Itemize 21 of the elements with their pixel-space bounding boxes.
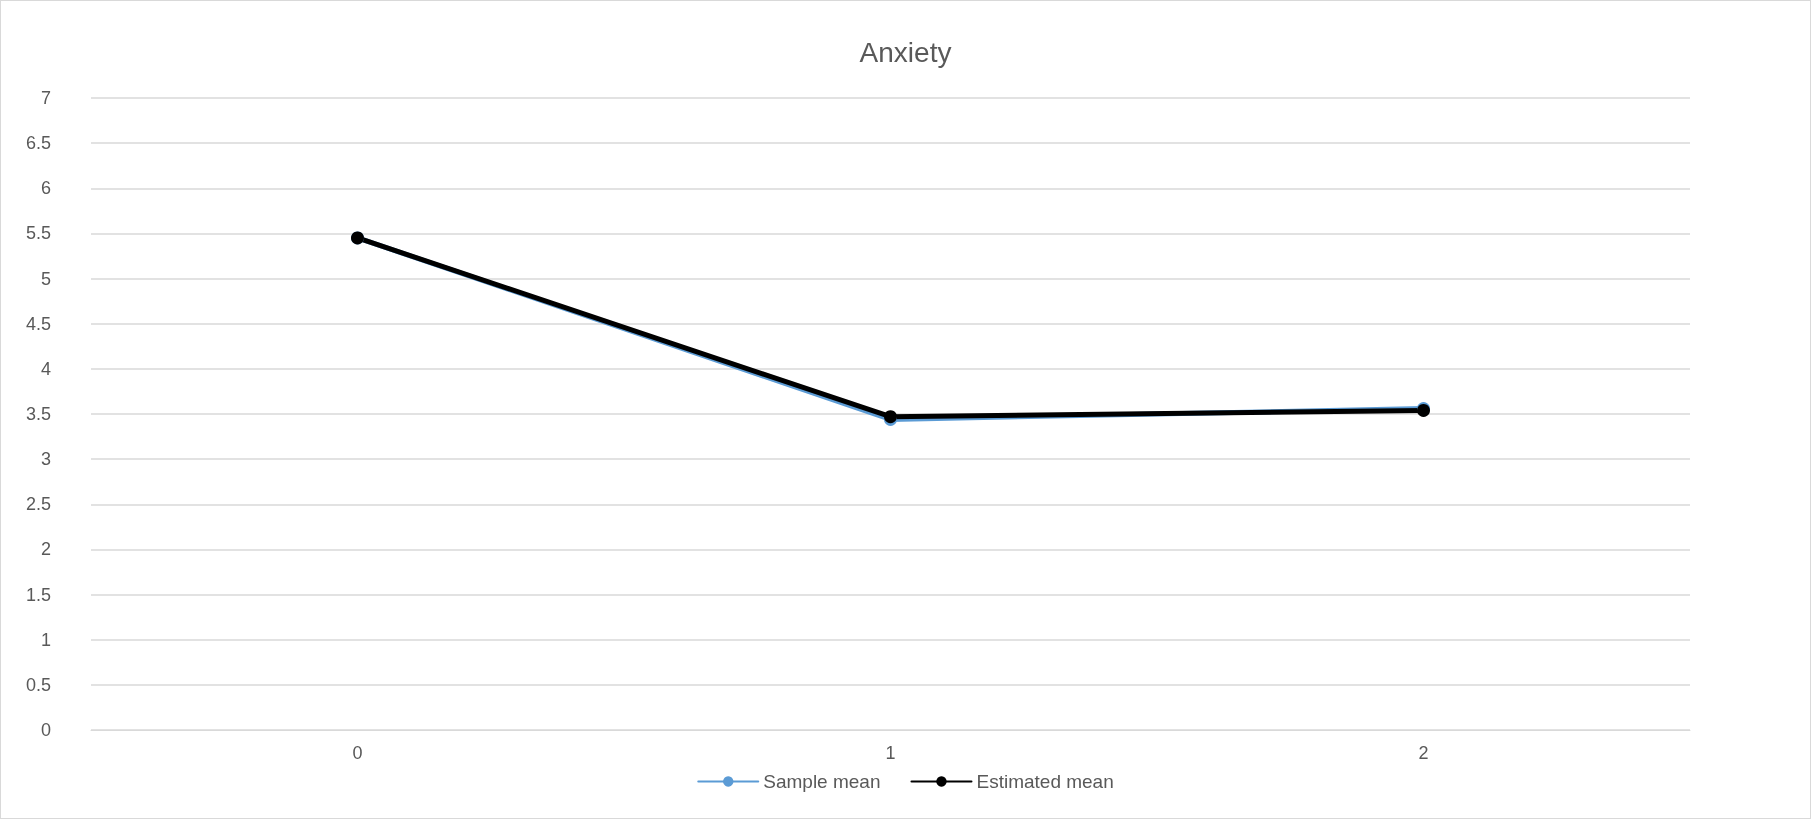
y-tick-label: 7 — [40, 88, 51, 108]
x-tick-label: 0 — [352, 743, 363, 763]
y-tick-label: 5.5 — [25, 223, 51, 244]
y-tick-label: 4.5 — [25, 313, 51, 334]
y-tick-label: 6 — [40, 178, 51, 199]
legend-label: Sample mean — [763, 771, 881, 792]
x-tick-label: 1 — [885, 743, 896, 763]
chart-title: Anxiety — [859, 36, 952, 68]
y-tick-label: 0.5 — [25, 674, 51, 695]
y-tick-label: 1.5 — [25, 584, 51, 605]
y-tick-label: 3.5 — [25, 404, 51, 424]
y-tick-label: 1 — [40, 629, 51, 650]
y-tick-label: 2.5 — [25, 494, 51, 515]
y-tick-label: 3 — [40, 449, 51, 470]
y-tick-label: 2 — [40, 539, 51, 560]
y-tick-label: 5 — [40, 268, 51, 289]
y-tick-label: 4 — [40, 358, 51, 379]
y-tick-label: 6.5 — [25, 133, 51, 154]
x-tick-label: 2 — [1418, 743, 1429, 763]
legend-label: Estimated mean — [976, 771, 1114, 792]
y-tick-label: 0 — [40, 720, 51, 740]
